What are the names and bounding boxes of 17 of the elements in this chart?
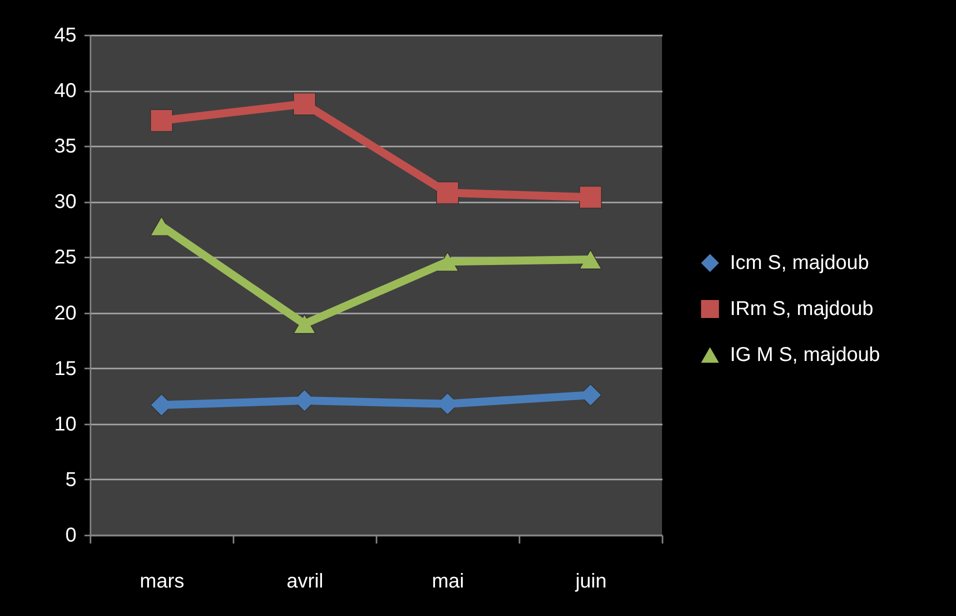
x-tick-label: mars <box>140 570 184 592</box>
y-tick-label: 45 <box>54 24 76 46</box>
x-tick-label: avril <box>286 570 324 592</box>
x-tick-label: juin <box>574 570 607 592</box>
y-tick-label: 15 <box>54 358 76 380</box>
y-tick-label: 40 <box>54 80 76 102</box>
y-tick-label: 35 <box>54 136 76 158</box>
y-tick-label: 20 <box>54 302 76 324</box>
legend-label: IG M S, majdoub <box>730 344 880 366</box>
legend-label: IRm S, majdoub <box>730 298 874 320</box>
y-tick-label: 30 <box>54 191 76 214</box>
y-tick-label: 10 <box>54 413 76 436</box>
x-tick-label: mai <box>432 570 464 592</box>
y-tick-label: 5 <box>65 468 76 491</box>
legend-label: Icm S, majdoub <box>730 252 869 274</box>
y-tick-label: 0 <box>65 524 76 546</box>
y-tick-label: 25 <box>54 246 76 269</box>
